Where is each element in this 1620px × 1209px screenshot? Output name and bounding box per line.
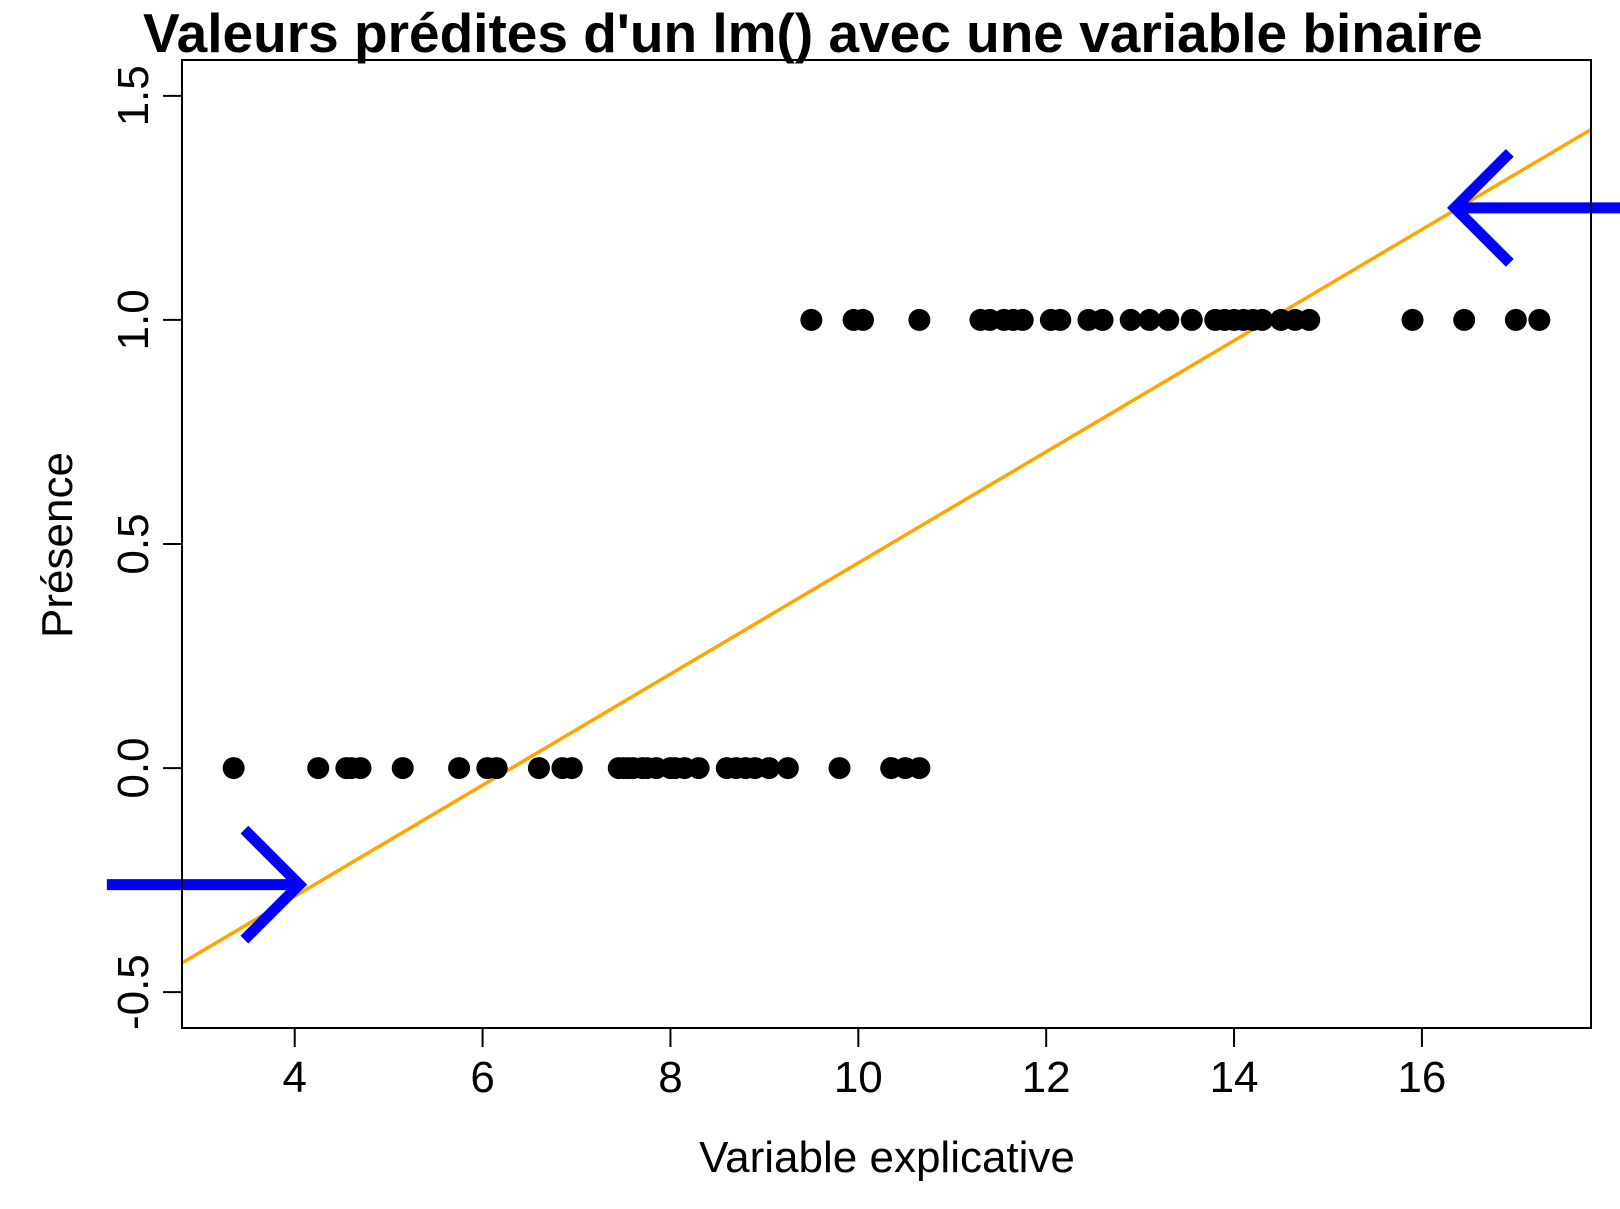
x-axis-label: Variable explicative bbox=[699, 1133, 1075, 1182]
x-tick-label-6: 16 bbox=[1397, 1053, 1446, 1102]
y-tick-label-1: 0.0 bbox=[109, 737, 158, 798]
data-point-absent-32 bbox=[908, 757, 931, 780]
data-point-present-22 bbox=[1251, 308, 1274, 331]
data-point-present-27 bbox=[1453, 308, 1476, 331]
data-point-present-14 bbox=[1138, 308, 1161, 331]
data-point-absent-9 bbox=[527, 757, 550, 780]
axes: 4 6 8 10 12 14 16 -0.5 0.0 0.5 1.0 1.5 bbox=[109, 65, 1446, 1102]
data-point-present-13 bbox=[1119, 308, 1142, 331]
annotation-arrow-low bbox=[106, 825, 308, 944]
plot-frame bbox=[181, 59, 1592, 1029]
plot-area bbox=[106, 127, 1620, 965]
data-point-absent-29 bbox=[828, 757, 851, 780]
arrow-head-1 bbox=[1447, 148, 1514, 267]
data-point-present-25 bbox=[1298, 308, 1321, 331]
data-point-absent-8 bbox=[485, 757, 508, 780]
fit-line bbox=[181, 127, 1592, 965]
data-point-present-3 bbox=[908, 308, 931, 331]
data-point-present-12 bbox=[1091, 308, 1114, 331]
data-point-absent-5 bbox=[391, 757, 414, 780]
x-tick-label-5: 14 bbox=[1210, 1053, 1259, 1102]
y-axis-label: Présence bbox=[33, 452, 82, 638]
x-tick-label-1: 6 bbox=[470, 1053, 494, 1102]
data-point-present-26 bbox=[1401, 308, 1424, 331]
data-point-absent-27 bbox=[758, 757, 781, 780]
data-point-absent-28 bbox=[776, 757, 799, 780]
y-tick-label-0: -0.5 bbox=[109, 954, 158, 1030]
x-tick-label-0: 4 bbox=[282, 1053, 306, 1102]
data-point-present-2 bbox=[852, 308, 875, 331]
data-point-present-28 bbox=[1504, 308, 1527, 331]
data-point-absent-22 bbox=[687, 757, 710, 780]
data-point-absent-11 bbox=[560, 757, 583, 780]
x-tick-label-4: 12 bbox=[1022, 1053, 1071, 1102]
data-point-absent-4 bbox=[349, 757, 372, 780]
y-tick-label-2: 0.5 bbox=[109, 513, 158, 574]
data-point-absent-6 bbox=[448, 757, 471, 780]
x-tick-label-2: 8 bbox=[658, 1053, 682, 1102]
y-tick-label-4: 1.5 bbox=[109, 65, 158, 126]
data-point-present-0 bbox=[800, 308, 823, 331]
annotation-arrow-high bbox=[1447, 148, 1620, 267]
arrow-head-0 bbox=[240, 825, 308, 944]
x-tick-label-3: 10 bbox=[834, 1053, 883, 1102]
data-point-present-29 bbox=[1528, 308, 1551, 331]
data-point-present-8 bbox=[1011, 308, 1034, 331]
y-tick-label-3: 1.0 bbox=[109, 289, 158, 350]
data-point-present-15 bbox=[1157, 308, 1180, 331]
chart-title: Valeurs prédites d'un lm() avec une vari… bbox=[143, 2, 1483, 64]
data-point-absent-0 bbox=[222, 757, 245, 780]
data-point-present-10 bbox=[1049, 308, 1072, 331]
data-point-absent-1 bbox=[307, 757, 330, 780]
data-point-present-16 bbox=[1180, 308, 1203, 331]
